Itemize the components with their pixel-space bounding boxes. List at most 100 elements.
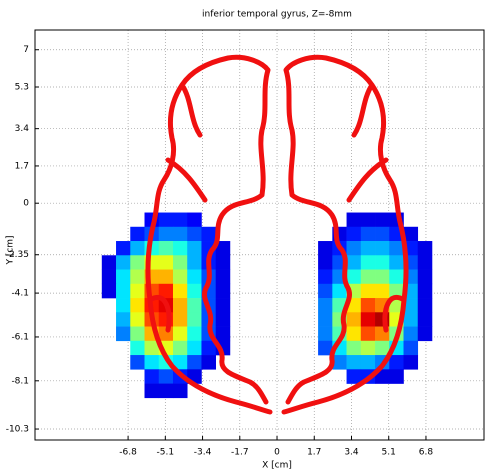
heat-cell (144, 340, 160, 356)
heat-cell (158, 212, 174, 228)
heat-cell (116, 312, 131, 327)
heat-cell (360, 226, 376, 242)
heat-cell (172, 212, 188, 228)
heat-cell (158, 369, 174, 384)
x-tick-label: -6.8 (119, 448, 137, 458)
heat-cell (389, 298, 404, 313)
heat-cell (172, 383, 188, 399)
heat-cell (215, 326, 231, 342)
heat-cell (215, 241, 231, 256)
heat-cell (158, 283, 174, 299)
heat-cell (172, 326, 188, 342)
x-tick-label: 5.1 (382, 448, 396, 458)
heat-cell (116, 269, 131, 285)
heat-cell (360, 269, 376, 285)
heat-cell (375, 255, 390, 270)
heat-cell (172, 226, 188, 242)
heat-cell (332, 355, 347, 370)
axes-box (34, 29, 485, 441)
heat-cell (101, 255, 117, 270)
heat-cell (187, 212, 202, 228)
heat-cell (417, 255, 433, 270)
heat-cell (158, 383, 174, 399)
heat-cell (172, 340, 188, 356)
y-tick-label: -10.3 (6, 425, 29, 435)
heat-cell (417, 312, 433, 327)
y-tick-label: 0 (23, 199, 29, 209)
heat-cell (215, 255, 231, 270)
heat-cell (130, 326, 145, 342)
heat-cell (389, 355, 404, 370)
heat-cell (318, 269, 333, 285)
heat-cell (318, 283, 333, 299)
heat-cell (215, 283, 231, 299)
y-tick-label: 5.3 (15, 83, 29, 93)
x-tick-label: 0 (274, 448, 280, 458)
heat-cell (375, 283, 390, 299)
heat-cell (172, 283, 188, 299)
heat-cell (130, 283, 145, 299)
heat-cell (130, 298, 145, 313)
heat-cell (375, 226, 390, 242)
heat-cell (417, 269, 433, 285)
heat-cell (389, 255, 404, 270)
heat-cell (116, 241, 131, 256)
y-tick-label: 7 (23, 45, 29, 55)
y-tick-label: 1.7 (15, 161, 29, 171)
heat-cell (360, 312, 376, 327)
heat-cell (215, 269, 231, 285)
heat-cell (172, 355, 188, 370)
chart-title: inferior temporal gyrus, Z=-8mm (202, 10, 352, 20)
y-tick-label: -4.1 (11, 289, 29, 299)
heat-cell (360, 340, 376, 356)
heat-cell (417, 326, 433, 342)
heat-cell (172, 269, 188, 285)
heat-cell (360, 326, 376, 342)
heat-cell (187, 326, 202, 342)
heat-cell (360, 298, 376, 313)
heat-cell (346, 269, 362, 285)
heat-cell (172, 312, 188, 327)
x-axis-label: X [cm] (262, 461, 292, 471)
heat-cell (158, 241, 174, 256)
heat-cell (116, 326, 131, 342)
x-tick-label: -1.7 (231, 448, 249, 458)
x-tick-label: -5.1 (157, 448, 175, 458)
heat-cell (172, 255, 188, 270)
heat-cell (116, 255, 131, 270)
heat-cell (375, 212, 390, 228)
heat-cell (389, 269, 404, 285)
heat-cell (417, 241, 433, 256)
heat-cell (172, 241, 188, 256)
y-tick-label: -6.1 (11, 332, 29, 342)
left-hemisphere (145, 54, 273, 415)
heat-cell (187, 255, 202, 270)
heat-cell (389, 241, 404, 256)
heat-cell (187, 241, 202, 256)
heat-cell (215, 312, 231, 327)
heat-cell (201, 355, 216, 370)
x-tick-label: 6.8 (419, 448, 434, 458)
heat-cell (375, 269, 390, 285)
heat-cell (215, 298, 231, 313)
heat-cell (389, 369, 404, 384)
x-tick-label: 1.7 (307, 448, 321, 458)
heat-cell (172, 298, 188, 313)
y-tick-label: -2.35 (6, 250, 29, 260)
heat-cell (187, 298, 202, 313)
heat-cell (346, 369, 362, 384)
heat-cell (403, 298, 419, 313)
heat-cell (187, 226, 202, 242)
heat-cell (130, 269, 145, 285)
heat-cell (101, 283, 117, 299)
heat-cell (318, 312, 333, 327)
heat-cell (116, 283, 131, 299)
heat-cell (346, 255, 362, 270)
heat-cell (389, 283, 404, 299)
heat-cell (360, 283, 376, 299)
heat-cell (318, 340, 333, 356)
brain-outline (145, 54, 409, 415)
x-tick-label: -3.4 (194, 448, 212, 458)
